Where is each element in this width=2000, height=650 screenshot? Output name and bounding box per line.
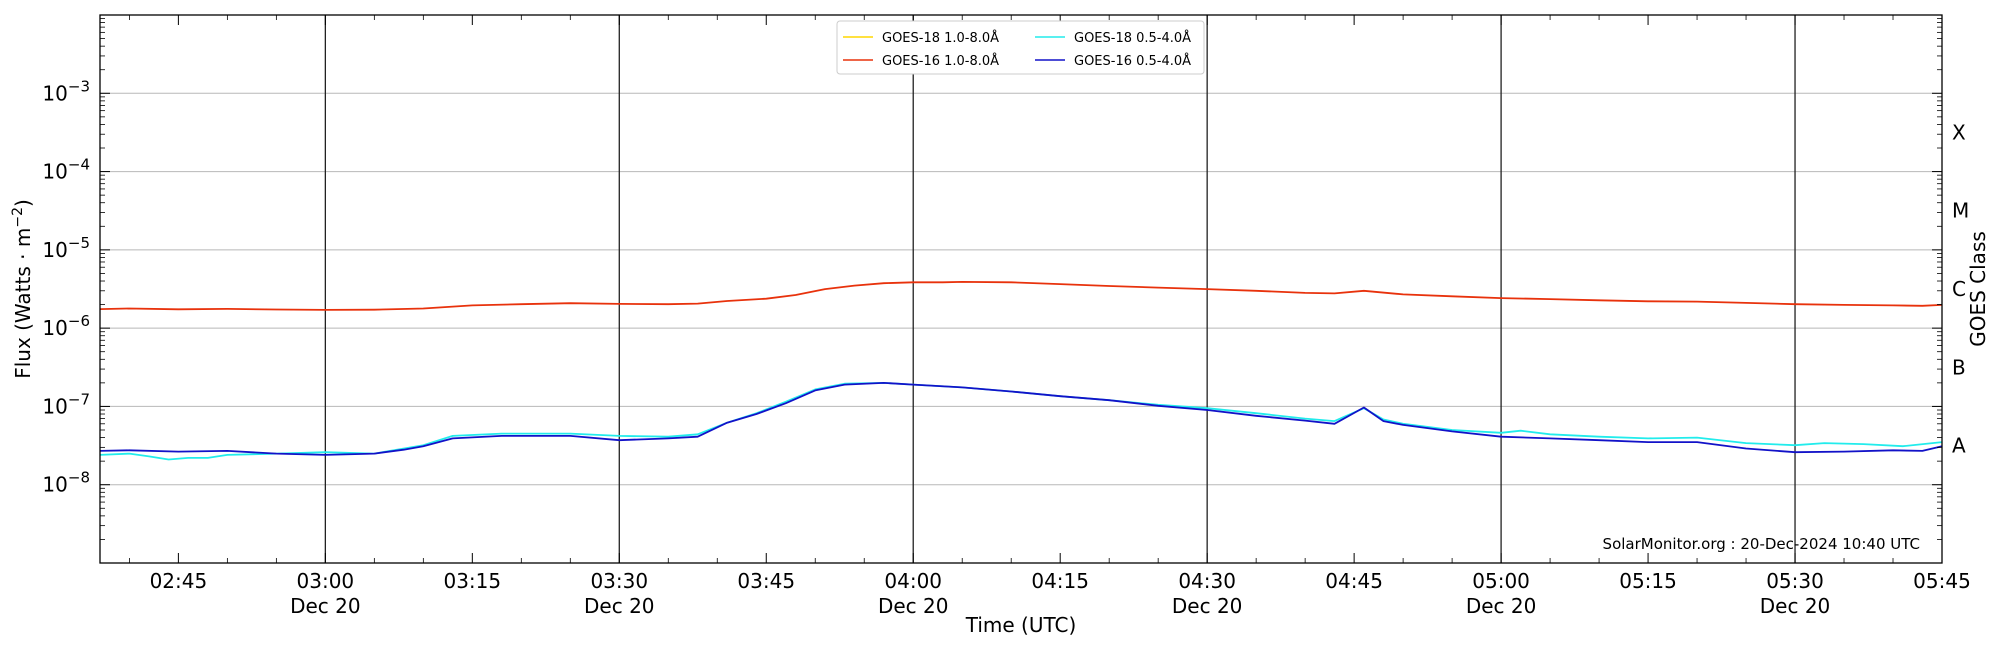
x-tick-label: 05:00 bbox=[1472, 569, 1530, 593]
series-line-3 bbox=[99, 382, 1943, 456]
legend: GOES-18 1.0-8.0Å GOES-16 1.0-8.0Å GOES-1… bbox=[836, 20, 1205, 75]
x-axis-title: Time (UTC) bbox=[965, 613, 1077, 637]
goes-class-label: X bbox=[1952, 120, 1966, 144]
gridlines bbox=[100, 92, 1942, 486]
goes-class-label: M bbox=[1952, 199, 1969, 223]
day-marker-lines bbox=[324, 15, 1796, 563]
y-tick-label: 10−8 bbox=[42, 469, 90, 497]
series-lines bbox=[99, 281, 1943, 461]
plot-frame bbox=[99, 14, 1943, 564]
x-tick-label: 04:00 bbox=[884, 569, 942, 593]
x-tick-label: 04:15 bbox=[1031, 569, 1089, 593]
x-tick-label: 05:30 bbox=[1766, 569, 1824, 593]
credit-text: SolarMonitor.org : 20-Dec-2024 10:40 UTC bbox=[1603, 535, 1920, 553]
x-tick-date-label: Dec 20 bbox=[290, 594, 361, 618]
y-axis-title: Flux (Watts · m−2) bbox=[10, 199, 35, 379]
x-tick-date-label: Dec 20 bbox=[1466, 594, 1537, 618]
x-tick-date-label: Dec 20 bbox=[1760, 594, 1831, 618]
x-tick-date-label: Dec 20 bbox=[1172, 594, 1243, 618]
x-tick-label: 03:15 bbox=[443, 569, 501, 593]
legend-label-goes18-long: GOES-18 1.0-8.0Å bbox=[882, 30, 999, 46]
x-tick-label: 03:45 bbox=[737, 569, 795, 593]
x-tick-label: 03:00 bbox=[297, 569, 355, 593]
y-tick-label: 10−4 bbox=[42, 156, 90, 184]
goes-class-label: B bbox=[1952, 355, 1966, 379]
x-tick-label: 02:45 bbox=[150, 569, 208, 593]
goes-class-label: C bbox=[1952, 277, 1966, 301]
axis-ticks bbox=[100, 15, 1943, 563]
legend-label-goes16-long: GOES-16 1.0-8.0Å bbox=[882, 53, 999, 69]
y-tick-labels: 10−8 10−7 10−6 10−5 10−4 10−3 bbox=[42, 77, 90, 496]
x-tick-label: 04:30 bbox=[1178, 569, 1236, 593]
y-axis-right-title: GOES Class bbox=[1966, 231, 1990, 347]
goes-class-labels: A B C M X bbox=[1952, 120, 1969, 457]
goes-class-label: A bbox=[1952, 434, 1966, 458]
legend-label-goes18-short: GOES-18 0.5-4.0Å bbox=[1074, 30, 1191, 46]
legend-box bbox=[836, 20, 1205, 75]
series-line-1 bbox=[99, 281, 1943, 311]
legend-label-goes16-short: GOES-16 0.5-4.0Å bbox=[1074, 53, 1191, 69]
x-tick-label: 05:45 bbox=[1913, 569, 1971, 593]
y-tick-label: 10−5 bbox=[42, 234, 90, 262]
x-tick-date-label: Dec 20 bbox=[878, 594, 949, 618]
y-tick-label: 10−3 bbox=[42, 77, 90, 105]
x-tick-date-label: Dec 20 bbox=[584, 594, 655, 618]
plot-background bbox=[100, 15, 1942, 563]
y-tick-label: 10−6 bbox=[42, 312, 90, 340]
x-tick-label: 04:45 bbox=[1325, 569, 1383, 593]
x-tick-label: 03:30 bbox=[590, 569, 648, 593]
y-tick-label: 10−7 bbox=[42, 390, 90, 418]
x-tick-label: 05:15 bbox=[1619, 569, 1677, 593]
